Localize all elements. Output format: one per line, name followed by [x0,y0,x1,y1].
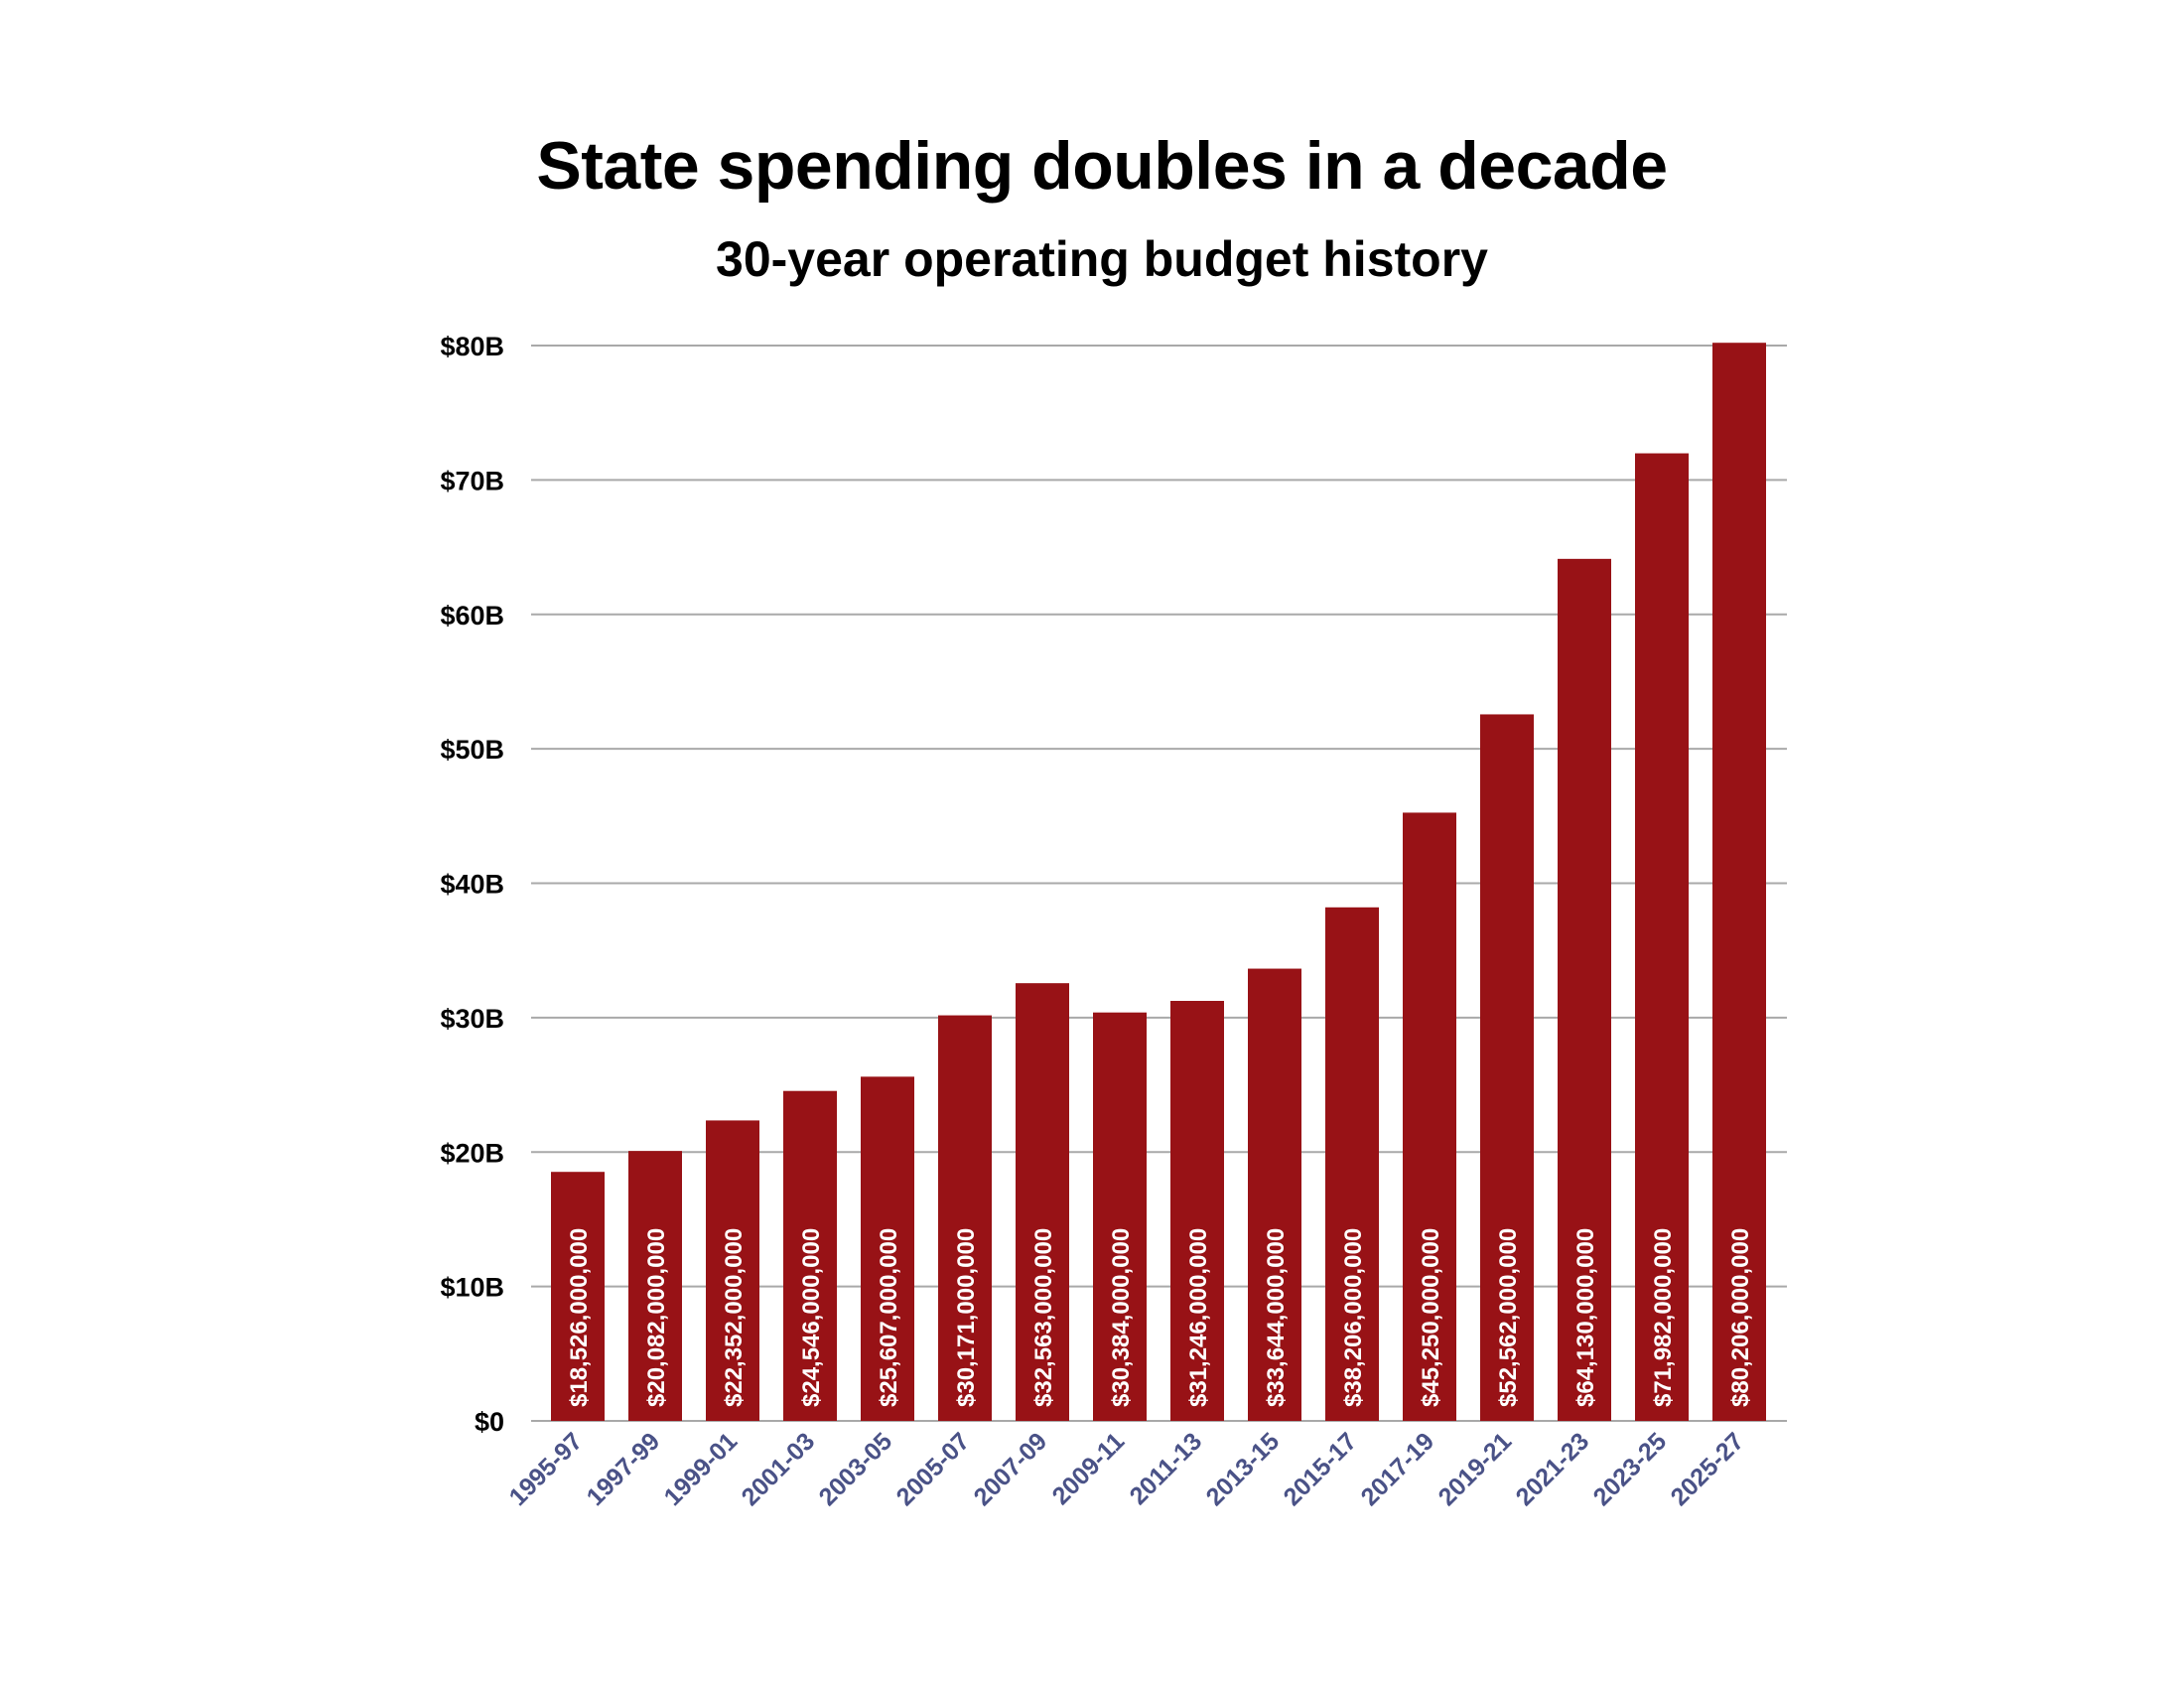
bar [1558,558,1611,1421]
y-tick-label: $30B [440,1004,504,1034]
bar [706,1120,759,1421]
x-tick-label: 2021-23 [1511,1427,1595,1511]
bar-value-label: $30,171,000,000 [953,1228,980,1407]
bar-value-label: $30,384,000,000 [1108,1228,1135,1407]
bar [551,1172,605,1421]
x-tick-label: 2025-27 [1666,1427,1750,1511]
bar [783,1090,837,1421]
x-tick-label: 2003-05 [814,1427,898,1511]
y-tick-label: $60B [440,601,504,631]
y-tick-label: $70B [440,466,504,495]
bar-value-label: $52,562,000,000 [1495,1228,1522,1407]
x-tick-label: 2013-15 [1201,1427,1286,1511]
x-tick-label: 2009-11 [1047,1427,1131,1510]
x-tick-label: 2015-17 [1279,1427,1363,1511]
bar-value-label: $24,546,000,000 [798,1228,825,1407]
bar-value-label: $80,206,000,000 [1727,1228,1754,1407]
bar [1403,812,1456,1421]
x-tick-label: 2007-09 [969,1427,1053,1511]
x-axis: 1995-971997-991999-012001-032003-052005-… [504,1427,1750,1511]
bar [1170,1001,1224,1421]
x-tick-label: 2019-21 [1433,1427,1518,1511]
x-tick-label: 2011-13 [1125,1427,1208,1510]
y-tick-label: $20B [440,1138,504,1168]
bars: $18,526,000,000 $20,082,000,000 $22,352,00… [551,343,1766,1421]
bar [628,1151,682,1421]
bar-value-label: $25,607,000,000 [876,1228,902,1407]
y-axis: $0 $10B $20B $30B $40B $50B $60B $70B $80B [440,332,504,1437]
x-tick-label: 1999-01 [659,1427,744,1511]
x-tick-label: 1997-99 [582,1427,666,1511]
bar-value-label: $32,563,000,000 [1030,1228,1057,1407]
y-tick-label: $80B [440,332,504,361]
bar [1480,714,1534,1421]
bar-value-label: $71,982,000,000 [1650,1228,1677,1407]
bar [1325,907,1379,1421]
bar-value-label: $22,352,000,000 [721,1228,748,1407]
bar [938,1015,992,1421]
bar [861,1076,914,1421]
bar-value-label: $33,644,000,000 [1263,1228,1290,1407]
chart-title: State spending doubles in a decade [536,128,1668,204]
bar [1093,1012,1147,1421]
bar [1635,453,1689,1421]
x-tick-label: 2005-07 [891,1427,976,1511]
y-tick-label: $0 [475,1407,504,1437]
bar-value-label: $20,082,000,000 [643,1228,670,1407]
x-tick-label: 2001-03 [737,1427,821,1511]
bar [1248,968,1301,1421]
bar-value-label: $31,246,000,000 [1185,1228,1212,1407]
y-tick-label: $40B [440,870,504,900]
bar-value-label: $38,206,000,000 [1340,1228,1367,1407]
chart-subtitle: 30-year operating budget history [716,231,1488,287]
bar-value-label: $64,130,000,000 [1572,1228,1599,1407]
y-tick-label: $10B [440,1273,504,1303]
bar-value-label: $18,526,000,000 [566,1228,593,1407]
x-tick-label: 1995-97 [504,1427,589,1511]
bar-value-label: $45,250,000,000 [1418,1228,1444,1407]
bar [1016,983,1069,1421]
bar [1712,343,1766,1421]
x-tick-label: 2017-19 [1356,1427,1440,1511]
x-tick-label: 2023-25 [1588,1427,1673,1511]
y-tick-label: $50B [440,735,504,765]
